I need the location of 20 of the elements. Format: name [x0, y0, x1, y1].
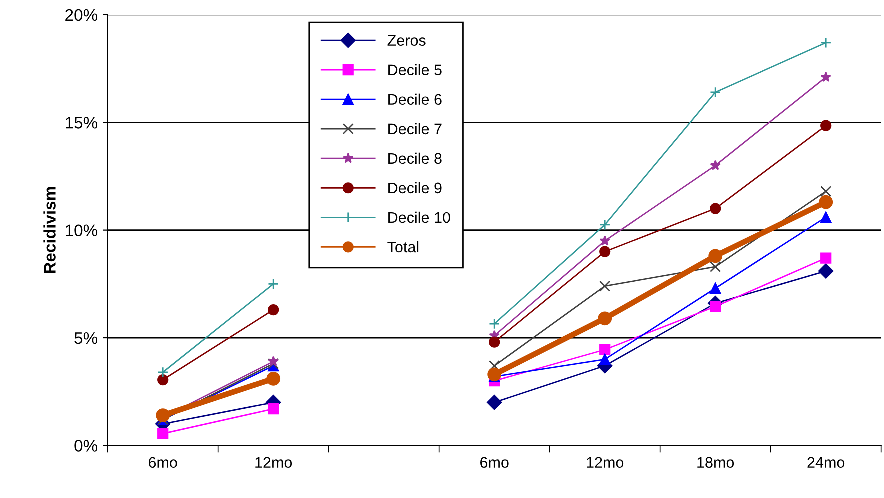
x-tick-label: 12mo	[587, 457, 624, 468]
x-tick-label: 12mo	[256, 457, 292, 468]
legend-label: Total	[388, 241, 419, 253]
y-tick-label: 0%	[74, 440, 98, 452]
legend-label: Zeros	[388, 35, 426, 46]
legend-label: Decile 8	[388, 152, 442, 164]
y-tick-label: 10%	[66, 224, 98, 237]
legend-label: Decile 10	[388, 212, 450, 224]
legend-label: Decile 7	[388, 123, 442, 135]
legend-label: Decile 6	[388, 94, 442, 106]
x-tick-label: 18mo	[698, 457, 734, 468]
x-tick-label: 24mo	[808, 457, 845, 468]
y-axis-title: Recidivism	[44, 187, 56, 274]
x-tick-label: 6mo	[149, 457, 178, 468]
legend-label: Decile 5	[388, 64, 442, 76]
y-tick-label: 15%	[66, 117, 98, 129]
y-tick-label: 20%	[66, 9, 98, 22]
y-tick-label: 5%	[74, 332, 98, 344]
x-tick-label: 6mo	[480, 457, 509, 468]
legend-label: Decile 9	[388, 182, 442, 194]
